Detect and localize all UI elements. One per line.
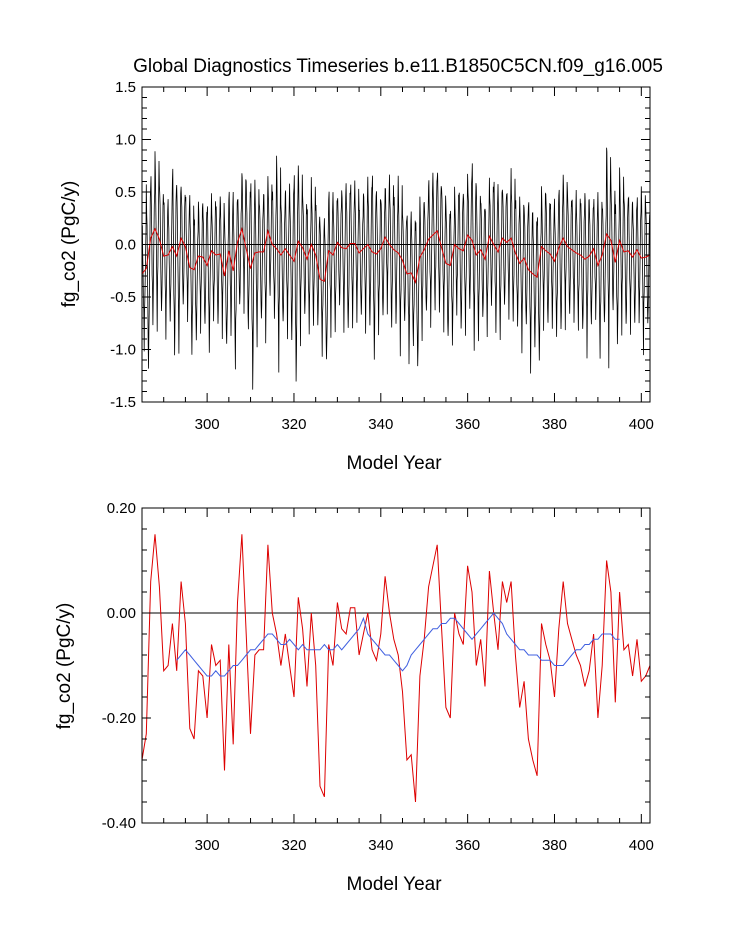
y-tick-label: 1.5	[115, 79, 136, 96]
x-tick-label: 320	[281, 837, 306, 854]
x-tick-label: 340	[368, 837, 393, 854]
y-tick-label: 0.0	[115, 237, 136, 254]
y-tick-label: -1.5	[110, 394, 136, 411]
x-tick-label: 360	[455, 837, 480, 854]
series-line-1	[141, 226, 651, 284]
y-tick-label: -0.20	[102, 710, 136, 727]
x-tick-label: 380	[542, 416, 567, 433]
y-tick-label: -0.40	[102, 815, 136, 832]
plot-frame	[141, 507, 651, 824]
series-line-0	[141, 147, 650, 390]
x-tick-label: 400	[629, 416, 654, 433]
x-tick-label: 320	[281, 416, 306, 433]
series-group	[141, 147, 651, 390]
tick-labels: 300 320 340 360 380 400 -1.5 -1.0 -0.5 0.0 0.5 1.0 1…	[110, 79, 654, 433]
x-tick-label: 380	[542, 837, 567, 854]
x-tick-label: 300	[195, 837, 220, 854]
y-tick-label: 0.5	[115, 184, 136, 201]
x-tick-label: 360	[455, 416, 480, 433]
y-tick-label: 1.0	[115, 132, 136, 149]
y-tick-label: -0.5	[110, 289, 136, 306]
chart-title: Global Diagnostics Timeseries b.e11.B185…	[133, 56, 663, 77]
axis-ticks	[141, 507, 650, 824]
tick-labels: 300 320 340 360 380 400 -0.40 -0.20 0.00 0.20	[102, 500, 654, 854]
x-tick-label: 300	[195, 416, 220, 433]
x-tick-label: 340	[368, 416, 393, 433]
x-axis-label: Model Year	[346, 453, 442, 474]
y-tick-label: -1.0	[110, 342, 136, 359]
y-axis-label: fg_co2 (PgC/y)	[54, 603, 75, 730]
x-tick-label: 400	[629, 837, 654, 854]
y-tick-label: 0.00	[107, 605, 136, 622]
series-line-1	[176, 612, 620, 677]
x-axis-label: Model Year	[346, 874, 442, 895]
axis-ticks	[141, 86, 650, 403]
top-panel: Global Diagnostics Timeseries b.e11.B185…	[59, 56, 663, 474]
y-axis-label: fg_co2 (PgC/y)	[59, 181, 80, 308]
series-group	[141, 534, 651, 803]
bottom-panel: 300 320 340 360 380 400 -0.40 -0.20 0.00 0.20 Mod…	[54, 500, 654, 895]
y-tick-label: 0.20	[107, 500, 136, 517]
series-line-0	[141, 534, 651, 803]
